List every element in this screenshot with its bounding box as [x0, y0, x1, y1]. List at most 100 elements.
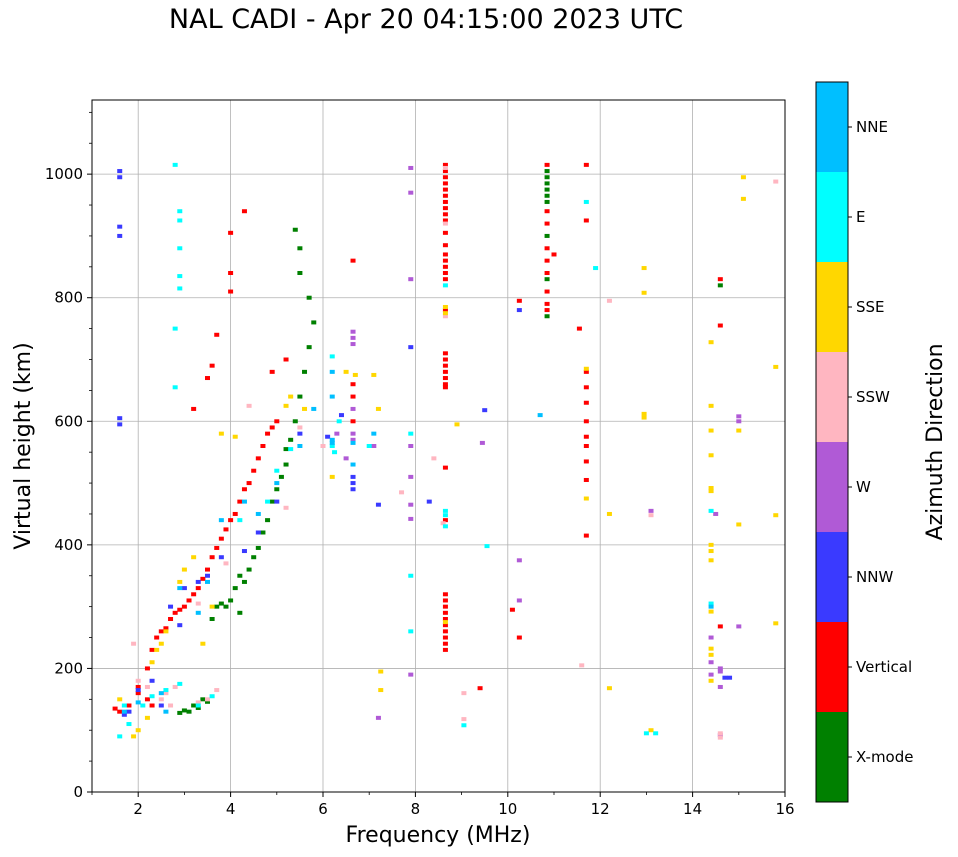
data-point — [177, 209, 183, 214]
data-point — [708, 646, 714, 651]
data-point — [177, 246, 183, 251]
data-point — [717, 277, 723, 282]
data-point — [288, 437, 294, 442]
data-point — [708, 601, 714, 606]
data-point — [269, 425, 275, 430]
data-point — [135, 688, 141, 693]
data-point — [117, 169, 123, 174]
data-point — [544, 314, 550, 319]
data-point — [641, 415, 647, 420]
data-point — [297, 394, 303, 399]
data-point — [218, 431, 224, 436]
data-point — [653, 731, 659, 736]
data-point — [442, 252, 448, 257]
data-point — [163, 688, 169, 693]
data-point — [144, 697, 150, 702]
data-point — [200, 576, 206, 581]
data-point — [773, 621, 779, 626]
data-point — [320, 444, 326, 448]
data-point — [191, 592, 197, 597]
data-point — [121, 712, 127, 717]
data-point — [278, 474, 284, 479]
x-tick-label: 2 — [133, 800, 143, 818]
data-point — [297, 431, 303, 436]
data-point — [265, 518, 271, 523]
data-point — [177, 623, 183, 628]
data-point — [375, 715, 381, 720]
data-point — [241, 549, 247, 554]
data-point — [228, 289, 234, 294]
data-point — [195, 700, 201, 705]
data-point — [214, 688, 220, 693]
data-point — [288, 447, 294, 452]
data-point — [297, 246, 303, 251]
data-point — [717, 323, 723, 328]
x-axis-label: Frequency (MHz) — [346, 823, 531, 848]
data-point — [191, 555, 197, 560]
data-point — [297, 425, 303, 430]
colorbar-tick-label: X-mode — [856, 748, 913, 766]
data-point — [431, 456, 437, 461]
data-point — [479, 440, 485, 445]
data-point — [442, 165, 448, 170]
data-point — [117, 422, 123, 427]
data-point — [172, 610, 178, 615]
data-point — [350, 394, 356, 399]
data-point — [708, 549, 714, 554]
data-point — [442, 181, 448, 186]
data-point — [255, 545, 261, 550]
data-point — [223, 527, 229, 532]
data-point — [343, 456, 349, 461]
data-point — [426, 499, 432, 504]
data-point — [708, 428, 714, 433]
data-point — [218, 555, 224, 560]
data-point — [181, 586, 187, 591]
data-point — [579, 663, 585, 668]
data-point — [442, 357, 448, 362]
data-point — [274, 419, 280, 424]
data-point — [209, 617, 215, 621]
data-point — [442, 592, 448, 597]
data-point — [195, 610, 201, 615]
data-point — [713, 511, 719, 516]
data-point — [205, 699, 210, 704]
data-point — [158, 691, 164, 696]
data-point — [117, 697, 123, 702]
data-point — [509, 607, 515, 612]
data-point — [283, 505, 289, 510]
data-point — [163, 709, 169, 714]
data-point — [181, 708, 187, 713]
data-point — [126, 709, 132, 714]
colorbar-segment — [816, 262, 848, 352]
data-point — [727, 675, 733, 680]
data-point — [274, 468, 280, 473]
y-tick-label: 200 — [54, 659, 83, 677]
data-point — [378, 688, 384, 693]
data-point — [717, 283, 723, 288]
data-point — [717, 731, 723, 736]
data-point — [375, 502, 381, 507]
data-point — [177, 579, 183, 584]
data-point — [181, 604, 187, 609]
data-point — [442, 264, 448, 269]
data-point — [516, 558, 522, 563]
data-point — [329, 437, 335, 442]
data-point — [643, 731, 649, 736]
data-point — [442, 212, 448, 217]
data-point — [306, 295, 312, 300]
data-point — [126, 703, 132, 708]
data-point — [237, 499, 243, 504]
data-point — [544, 301, 550, 306]
colorbar-segment — [816, 352, 848, 442]
data-point — [329, 369, 335, 374]
data-point — [708, 604, 714, 609]
data-point — [292, 227, 298, 232]
data-point — [149, 694, 155, 699]
data-point — [350, 258, 356, 263]
data-point — [218, 518, 224, 523]
data-point — [544, 193, 550, 198]
data-point — [593, 266, 599, 271]
colorbar-tick-label: NNE — [856, 118, 888, 136]
data-point — [583, 444, 589, 448]
data-point — [311, 320, 317, 325]
